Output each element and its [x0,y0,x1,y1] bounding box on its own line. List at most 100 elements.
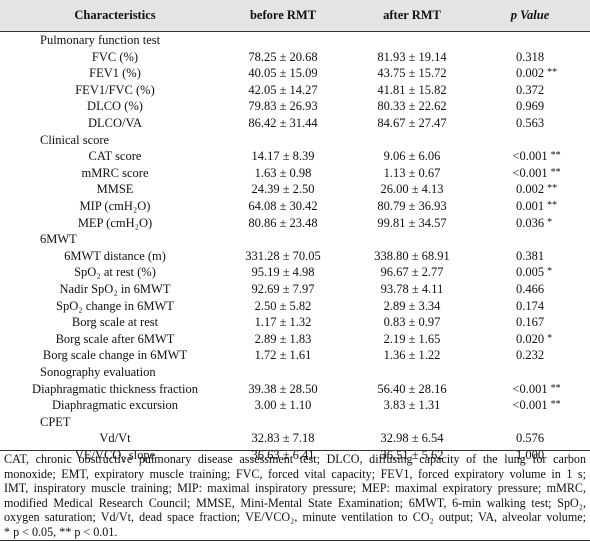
data-row: SpO₂ change in 6MWT 2.50 ± 5.82 2.89 ± 3.3… [0,298,590,315]
rule [0,450,590,451]
p-value: <0.001 [512,165,548,180]
row-label: mMRC score [81,165,149,180]
data-row: Borg scale after 6MWT 2.89 ± 1.83 2.19 ± 1… [0,331,590,348]
footnote-line: oxygen saturation; Vd/Vt, dead space fra… [4,510,586,525]
section-label: Sonography evaluation [40,365,156,379]
before-value: 92.69 ± 7.97 [251,282,315,296]
before-value: 79.83 ± 26.93 [248,99,318,114]
before-value: 14.17 ± 8.39 [251,149,315,164]
after-value: 9.06 ± 6.06 [383,149,441,164]
p-value: 0.969 [515,99,545,114]
before-value: 1.72 ± 1.61 [254,348,312,363]
p-value: 0.167 [515,315,545,330]
after-value: 26.00 ± 4.13 [380,182,444,197]
row-label: Borg scale at rest [71,315,159,330]
row-label: Vd/Vt [99,431,131,446]
footnote-line: CAT, chronic obstructive pulmonary disea… [4,452,586,466]
after-value: 99.81 ± 34.57 [377,215,447,230]
after-value: 80.79 ± 36.93 [377,199,447,213]
footnote-line: modified Medical Research Council; MMSE,… [4,495,586,510]
significance: ** [547,67,558,79]
before-value: 2.89 ± 1.83 [254,331,312,346]
footnote: CAT, chronic obstructive pulmonary disea… [4,452,586,540]
header-cell: p Value [510,8,550,22]
data-row: FEV1 (%) 40.05 ± 15.09 43.75 ± 15.72 0.002 *… [0,65,590,82]
p-value: 0.020 [515,331,545,346]
data-row: DLCO/VA 86.42 ± 31.44 84.67 ± 27.47 0.563 [0,115,590,132]
p-value: 0.232 [515,348,545,363]
after-value: 80.33 ± 22.62 [377,99,447,114]
after-value: 93.78 ± 4.11 [380,282,444,296]
data-row: FVC (%) 78.25 ± 20.68 81.93 ± 19.14 0.318 [0,49,590,66]
p-value: 0.372 [515,82,545,97]
data-row: Borg scale change in 6MWT 1.72 ± 1.61 1.36… [0,347,590,364]
significance: * [547,332,553,344]
row-label: FEV1 (%) [89,66,141,81]
section-row: Clinical score [0,132,590,149]
before-value: 64.08 ± 30.42 [248,199,318,213]
after-value: 36.51 ± 5.62 [380,448,444,462]
before-value: 95.19 ± 4.98 [251,265,315,280]
row-label: FEV1/FVC (%) [75,82,155,97]
footnote-line: IMT, inspiratory muscle training; MIP: m… [4,481,586,496]
before-value: 78.25 ± 20.68 [248,49,318,64]
row-label: FVC (%) [91,49,139,64]
before-value: 86.42 ± 31.44 [248,116,318,130]
data-row: FEV1/FVC (%) 42.05 ± 14.27 41.81 ± 15.82 0.… [0,82,590,99]
p-value: 0.036 [515,215,545,230]
before-value: 2.50 ± 5.82 [254,298,312,313]
significance: ** [550,150,561,162]
row-label: DLCO (%) [87,99,143,114]
p-value: <0.001 [512,398,548,413]
after-value: 338.80 ± 68.91 [374,248,450,263]
before-value: 80.86 ± 23.48 [248,215,318,230]
header-cell: after RMT [383,8,441,22]
before-value: 36.63 ± 6.41 [251,448,315,462]
data-row: DLCO (%) 79.83 ± 26.93 80.33 ± 22.62 0.969 [0,98,590,115]
data-row: Vd/Vt 32.83 ± 7.18 32.98 ± 6.54 0.576 [0,430,590,447]
row-label: 6MWT distance (m) [64,248,166,263]
row-label: CAT score [88,149,142,164]
after-value: 96.67 ± 2.77 [380,265,444,280]
row-label: VE/VCO₂ slope [74,448,156,462]
row-label: MMSE [96,182,134,197]
significance: ** [550,382,561,394]
before-value: 331.28 ± 70.05 [245,248,321,263]
p-value: 0.563 [515,116,545,130]
p-value: 0.002 [515,182,545,197]
after-value: 41.81 ± 15.82 [377,82,447,97]
after-value: 43.75 ± 15.72 [377,66,447,81]
before-value: 1.17 ± 1.32 [254,315,312,330]
after-value: 81.93 ± 19.14 [377,49,447,64]
row-label: Nadir SpO₂ in 6MWT [59,282,171,296]
after-value: 32.98 ± 6.54 [380,431,444,446]
before-value: 32.83 ± 7.18 [251,431,315,446]
section-row: Pulmonary function test [0,32,590,49]
data-row: Diaphragmatic thickness fraction 39.38 ± … [0,381,590,398]
significance: * [547,266,553,278]
significance: ** [550,399,561,411]
p-value: 0.001 [515,199,545,213]
section-label: Clinical score [40,132,110,147]
after-value: 2.89 ± 3.34 [383,298,441,313]
data-row: Borg scale at rest 1.17 ± 1.32 0.83 ± 0.97… [0,314,590,331]
section-row: 6MWT [0,231,590,248]
row-label: SpO₂ change in 6MWT [56,298,174,313]
before-value: 3.00 ± 1.10 [254,398,312,413]
header-cell: before RMT [249,8,317,22]
p-value: 0.381 [515,248,545,263]
row-label: Diaphragmatic excursion [52,398,178,413]
data-row: Nadir SpO₂ in 6MWT 92.69 ± 7.97 93.78 ± 4.… [0,281,590,298]
p-value: 0.002 [515,66,545,81]
significance: ** [550,166,561,178]
section-label: CPET [40,414,71,429]
data-row: CAT score 14.17 ± 8.39 9.06 ± 6.06 <0.001 ** [0,148,590,165]
header-row: Characteristics before RMT after RMT p Valu… [0,0,590,32]
section-row: CPET [0,414,590,431]
after-value: 0.83 ± 0.97 [383,315,441,330]
significance: * [547,216,553,228]
before-value: 39.38 ± 28.50 [248,381,318,396]
after-value: 84.67 ± 27.47 [377,116,447,130]
row-label: MIP (cmH₂O) [79,199,151,213]
section-row: Sonography evaluation [0,364,590,381]
